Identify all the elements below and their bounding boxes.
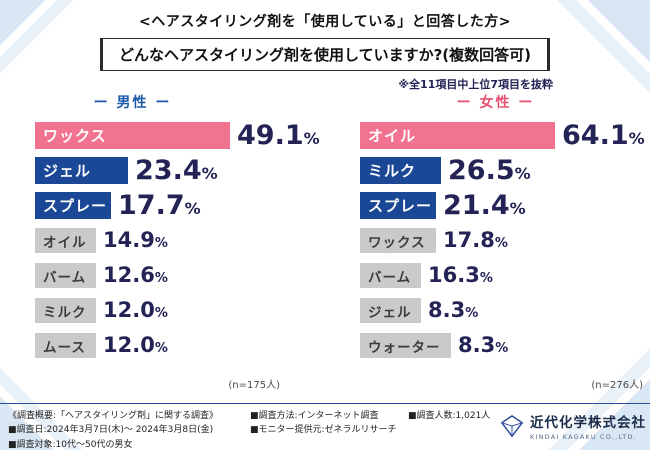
bar-value: 12.0% [103, 333, 168, 357]
bar-row: バーム 12.6% [35, 261, 330, 290]
chart-area: ー 男性 ー ワックス 49.1% ジェル 23.4% スプレー 17.7% オイル 14.9… [35, 92, 650, 391]
bar-label: オイル [43, 234, 87, 251]
female-header: ー 女性 ー [456, 95, 535, 111]
bar-value: 64.1% [562, 120, 645, 151]
bar-row: ムース 12.0% [35, 331, 330, 360]
bar-blue: ジェル [35, 157, 128, 184]
bar-value: 21.4% [443, 190, 526, 221]
company-name: 近代化学株式会社 [530, 415, 646, 431]
bar-label: バーム [368, 269, 412, 286]
bar-label: ムース [43, 339, 86, 356]
bar-gray: オイル [35, 228, 96, 253]
bar-pink: ワックス [35, 122, 230, 149]
company-logo: 近代化学株式会社 KINDAI KAGAKU CO.,LTD. [500, 409, 646, 441]
bar-label: ミルク [368, 162, 417, 180]
bar-value: 17.7% [118, 190, 201, 221]
bar-label: ジェル [368, 304, 412, 321]
bar-gray: ムース [35, 333, 96, 358]
bar-label: ウォーター [368, 339, 441, 356]
bar-row: オイル 14.9% [35, 226, 330, 255]
bar-gray: バーム [35, 263, 96, 288]
bar-value: 16.3% [428, 263, 493, 287]
bar-value: 17.8% [443, 228, 508, 252]
bar-label: ジェル [43, 162, 92, 180]
bar-row: ミルク 12.0% [35, 296, 330, 325]
bar-row: ウォーター 8.3% [360, 331, 650, 360]
footer-text: ■調査人数:1,021人 [408, 411, 491, 421]
company-name-en: KINDAI KAGAKU CO.,LTD. [530, 433, 637, 441]
bar-value: 8.3% [458, 333, 509, 357]
note-text: ※全11項目中上位7項目を抜粋 [398, 78, 553, 91]
bar-value: 8.3% [428, 298, 479, 322]
bar-label: スプレー [43, 197, 108, 215]
bar-row: スプレー 17.7% [35, 191, 330, 220]
footer-text: ■調査日:2024年3月7日(木)〜 2024年3月8日(金) [8, 425, 214, 436]
footer-text: 《調査概要:「ヘアスタイリング剤」に関する調査》 [8, 411, 219, 421]
bar-value: 14.9% [103, 228, 168, 252]
bar-label: バーム [43, 269, 87, 286]
male-n-label: (n=175人) [228, 380, 280, 391]
bar-label: スプレー [368, 197, 433, 215]
company-text: 近代化学株式会社 KINDAI KAGAKU CO.,LTD. [530, 411, 646, 441]
bar-label: オイル [368, 127, 417, 145]
bar-gray: ジェル [360, 298, 421, 323]
footer-divider [0, 403, 650, 404]
bar-label: ワックス [368, 234, 426, 251]
page-title: <ヘアスタイリング剤を「使用している」と回答した方> [138, 14, 512, 30]
bar-value: 26.5% [448, 155, 531, 186]
footer-survey-count: ■調査人数:1,021人 [408, 409, 500, 423]
bar-value: 12.6% [103, 263, 168, 287]
female-column: ー 女性 ー オイル 64.1% ミルク 26.5% スプレー 21.4% ワックス 17.8… [360, 92, 650, 391]
bar-label: ミルク [43, 304, 87, 321]
bar-pink: オイル [360, 122, 555, 149]
bar-row: バーム 16.3% [360, 261, 650, 290]
footer-text: ■モニター提供元:ゼネラルリサーチ [250, 425, 397, 436]
footer: 《調査概要:「ヘアスタイリング剤」に関する調査》 ■調査日:2024年3月7日(木… [8, 409, 646, 450]
bar-row: スプレー 21.4% [360, 191, 650, 220]
bar-label: ワックス [43, 127, 107, 145]
bar-row: ワックス 17.8% [360, 226, 650, 255]
bar-gray: バーム [360, 263, 421, 288]
bar-row: ジェル 23.4% [35, 156, 330, 185]
bar-gray: ウォーター [360, 333, 451, 358]
bar-blue: スプレー [360, 192, 436, 219]
footer-survey-overview: 《調査概要:「ヘアスタイリング剤」に関する調査》 ■調査日:2024年3月7日(木… [8, 409, 250, 450]
bar-row: ジェル 8.3% [360, 296, 650, 325]
footer-text: ■調査対象:10代〜50代の男女 [8, 439, 133, 450]
footer-text: ■調査方法:インターネット調査 [250, 411, 379, 421]
bar-blue: スプレー [35, 192, 111, 219]
female-bars: オイル 64.1% ミルク 26.5% スプレー 21.4% ワックス 17.8% バーム 16.… [360, 121, 650, 360]
bar-value: 12.0% [103, 298, 168, 322]
bar-row: ミルク 26.5% [360, 156, 650, 185]
question-text: どんなヘアスタイリング剤を使用していますか?(複数回答可) [119, 46, 531, 64]
question-box: どんなヘアスタイリング剤を使用していますか?(複数回答可) [100, 38, 550, 71]
bar-blue: ミルク [360, 157, 441, 184]
diamond-logo-icon [500, 414, 524, 438]
footer-survey-method: ■調査方法:インターネット調査 ■モニター提供元:ゼネラルリサーチ [250, 409, 408, 438]
male-header: ー 男性 ー [93, 95, 172, 111]
male-column: ー 男性 ー ワックス 49.1% ジェル 23.4% スプレー 17.7% オイル 14.9… [35, 92, 330, 391]
bar-gray: ワックス [360, 228, 436, 253]
bar-value: 49.1% [237, 120, 320, 151]
bar-gray: ミルク [35, 298, 96, 323]
bar-value: 23.4% [135, 155, 218, 186]
bar-row: オイル 64.1% [360, 121, 650, 150]
female-n-label: (n=276人) [591, 380, 643, 391]
bar-row: ワックス 49.1% [35, 121, 330, 150]
male-bars: ワックス 49.1% ジェル 23.4% スプレー 17.7% オイル 14.9% バーム 12.… [35, 121, 330, 360]
